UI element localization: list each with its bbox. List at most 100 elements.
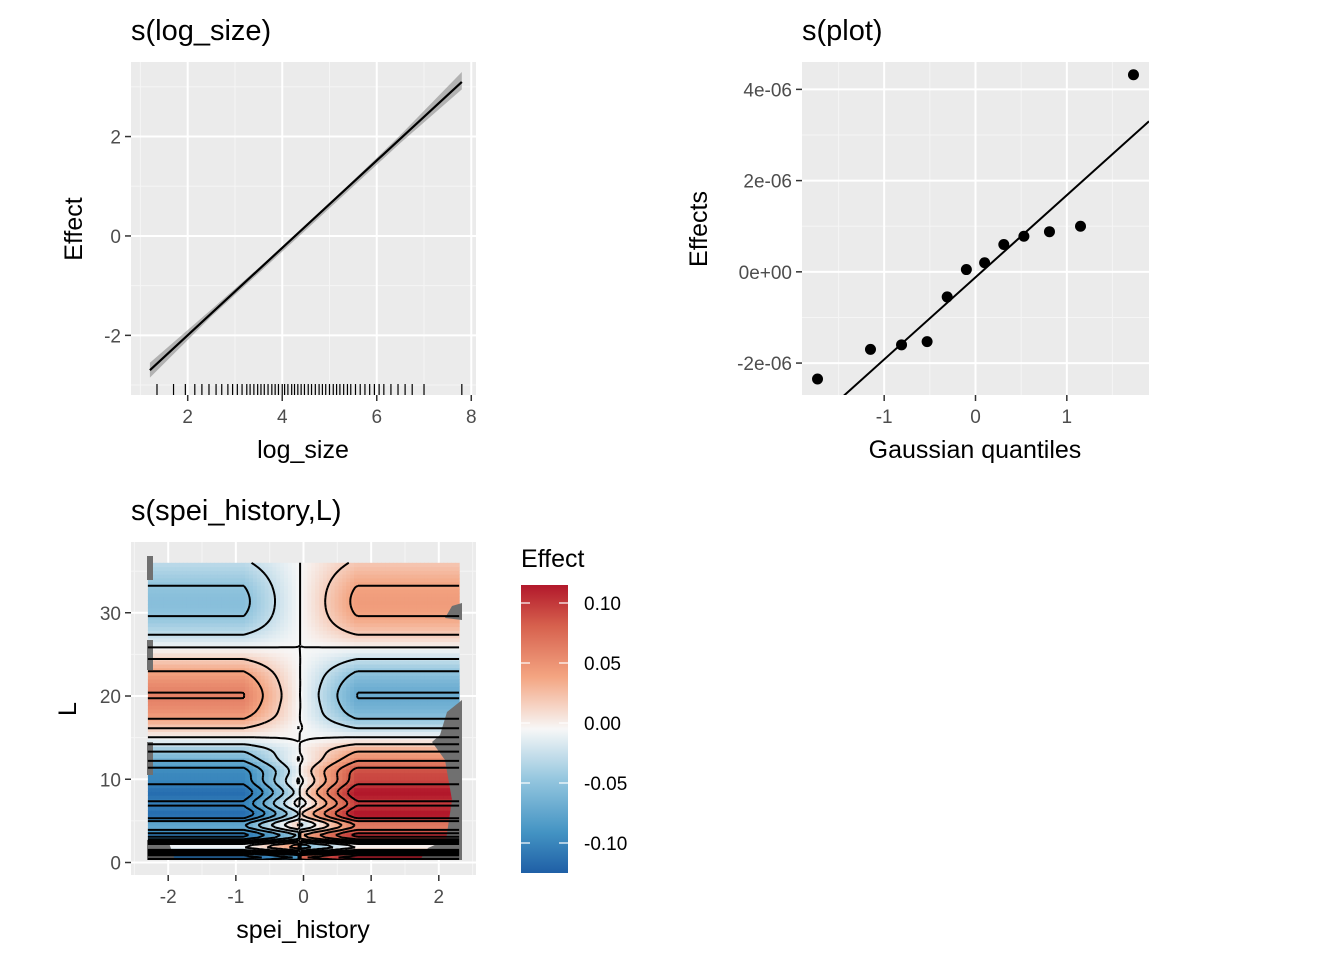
heat-cell <box>354 581 359 586</box>
heat-cell <box>342 795 347 800</box>
heat-cell <box>202 757 207 762</box>
heat-cell <box>319 637 324 643</box>
heat-cell <box>252 630 258 635</box>
heat-cell <box>245 566 250 571</box>
heat-cell <box>280 727 285 732</box>
heat-cell <box>229 701 235 706</box>
heat-cell <box>182 581 188 586</box>
heat-cell <box>299 791 305 796</box>
heat-cell <box>307 832 312 837</box>
heat-cell <box>291 750 297 755</box>
heat-cell <box>198 701 203 706</box>
heat-cell <box>295 727 301 732</box>
heat-cell <box>334 562 340 568</box>
heat-cell <box>354 720 359 725</box>
heat-cell <box>287 671 293 676</box>
heat-cell <box>151 622 157 628</box>
heat-cell <box>268 619 273 624</box>
heat-cell <box>361 828 367 834</box>
heat-cell <box>307 817 312 822</box>
heat-cell <box>182 615 188 620</box>
heat-cell <box>217 678 223 684</box>
heat-cell <box>280 596 285 601</box>
heat-cell <box>377 828 382 834</box>
heat-cell <box>155 783 161 789</box>
heat-cell <box>167 577 172 583</box>
heat-cell <box>276 716 281 721</box>
heat-cell <box>233 660 238 665</box>
heat-cell <box>194 615 200 620</box>
heat-cell <box>202 581 207 586</box>
heat-cell <box>147 596 153 601</box>
heat-cell <box>241 832 246 837</box>
heat-cell <box>338 810 343 815</box>
heat-cell <box>175 727 180 732</box>
heat-cell <box>241 675 246 680</box>
heat-cell <box>171 633 176 639</box>
heat-cell <box>307 821 312 826</box>
heat-cell <box>202 570 207 575</box>
heat-cell <box>249 783 254 789</box>
heat-cell <box>194 663 200 669</box>
heat-cell <box>272 727 277 732</box>
heat-cell <box>214 663 219 669</box>
heat-cell <box>167 682 172 688</box>
heat-cell <box>326 690 332 695</box>
heat-cell <box>210 633 215 639</box>
heat-cell <box>361 727 367 732</box>
heat-cell <box>155 585 161 590</box>
heat-cell <box>206 648 211 654</box>
heat-cell <box>369 783 375 789</box>
heat-cell <box>237 746 242 751</box>
heat-cell <box>249 806 254 811</box>
heat-cell <box>284 577 289 583</box>
heat-cell <box>377 600 382 605</box>
heat-cell <box>202 648 207 654</box>
heat-cell <box>190 772 196 777</box>
heat-cell <box>249 637 254 643</box>
heat-cell <box>307 802 312 807</box>
heat-cell <box>198 843 203 849</box>
heat-cell <box>342 577 347 583</box>
heat-cell <box>182 660 188 665</box>
heat-cell <box>214 570 219 575</box>
heat-cell <box>233 768 238 774</box>
heat-cell <box>194 660 200 665</box>
heat-cell <box>322 750 328 755</box>
heat-cell <box>307 562 312 568</box>
heat-cell <box>202 615 207 620</box>
heat-cell <box>299 581 305 586</box>
heat-cell <box>186 738 192 744</box>
heat-cell <box>171 652 176 658</box>
heat-cell <box>307 765 312 770</box>
heat-cell <box>299 630 305 635</box>
heat-cell <box>179 596 184 601</box>
heat-cell <box>299 735 305 740</box>
heat-cell <box>175 720 180 725</box>
heat-cell <box>190 813 196 819</box>
heat-cell <box>276 675 281 680</box>
heat-cell <box>303 750 308 755</box>
heat-cell <box>350 686 355 691</box>
heat-cell <box>202 574 207 579</box>
heat-cell <box>338 589 343 594</box>
heat-cell <box>229 622 235 628</box>
heat-cell <box>179 746 184 751</box>
heat-cell <box>179 855 184 860</box>
heat-cell <box>206 596 211 601</box>
heat-cell <box>311 630 316 635</box>
heat-cell <box>334 712 340 718</box>
heat-cell <box>365 776 371 781</box>
data-point <box>1018 230 1030 242</box>
heat-cell <box>256 686 262 691</box>
heat-cell <box>272 843 277 849</box>
heat-cell <box>303 731 308 736</box>
heat-cell <box>241 828 246 834</box>
heat-cell <box>198 648 203 654</box>
heat-cell <box>179 731 184 736</box>
heat-cell <box>163 675 168 680</box>
heat-cell <box>268 574 273 579</box>
heat-cell <box>361 619 367 624</box>
heat-cell <box>307 637 312 643</box>
heat-cell <box>315 802 320 807</box>
